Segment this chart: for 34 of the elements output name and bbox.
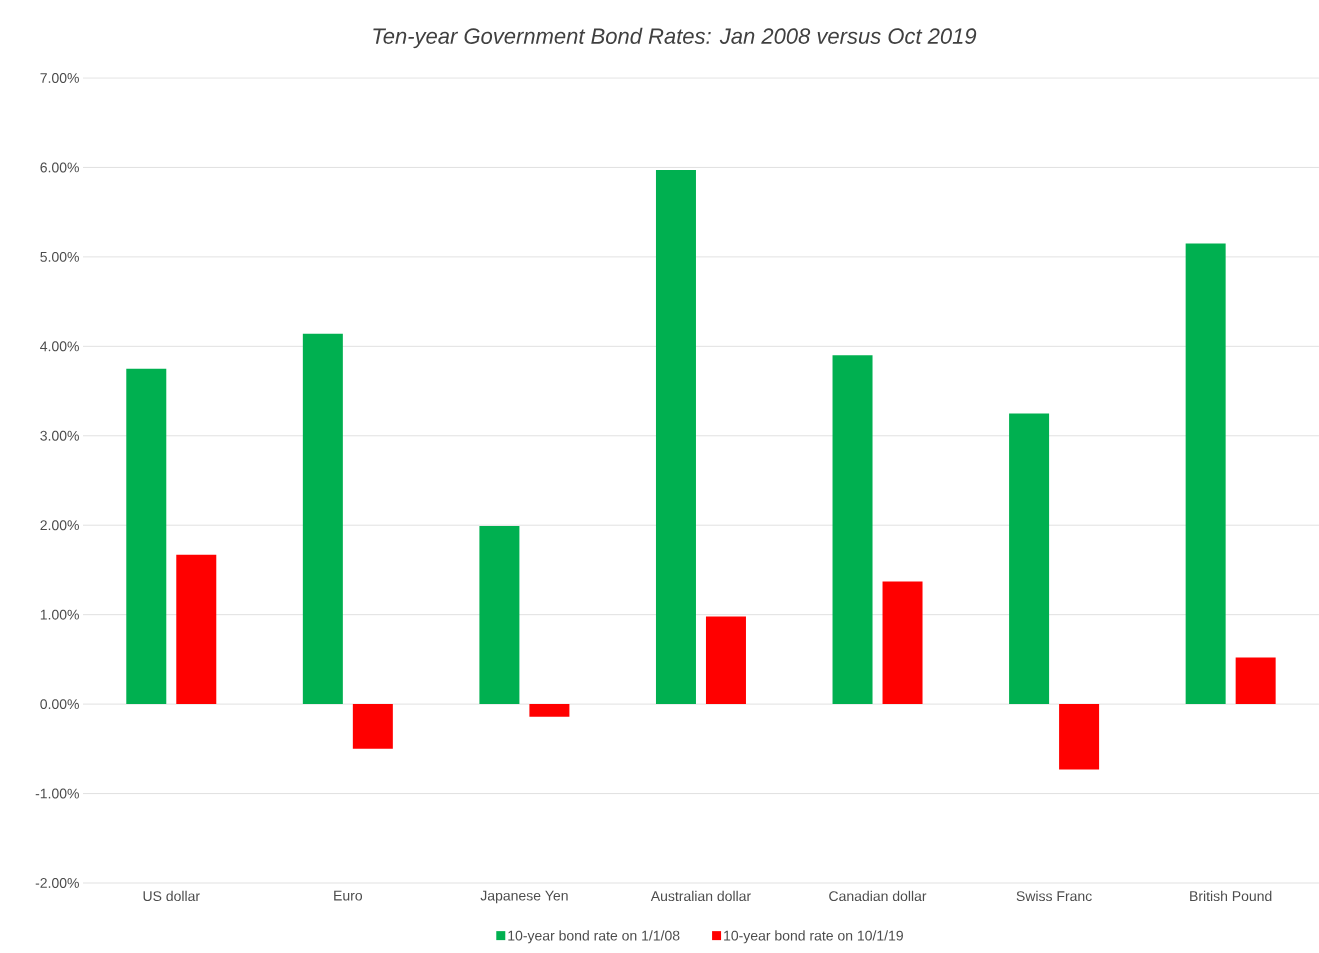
bar (352, 704, 393, 749)
y-tick-label: 6.00% (40, 162, 79, 173)
legend-label: 10-year bond rate on 10/1/19 (724, 930, 903, 944)
bar (705, 616, 746, 705)
y-tick-label: 5.00% (40, 251, 79, 262)
x-tick-label: Australian dollar (650, 890, 751, 902)
y-tick-label: 4.00% (40, 341, 79, 352)
y-tick-label: -2.00% (35, 878, 79, 888)
x-tick-label: Japanese Yen (480, 890, 568, 904)
legend-label: 10-year bond rate on 1/1/08 (508, 930, 680, 944)
bar (176, 554, 217, 705)
bar (529, 704, 570, 717)
bar (655, 170, 696, 705)
y-tick-label: -1.00% (35, 788, 79, 799)
bar (302, 333, 343, 705)
y-tick-label: 0.00% (40, 699, 79, 710)
bar (1009, 413, 1050, 705)
chart-title: Ten-year Government Bond Rates: Jan 2008 versus Oct 2019 (373, 27, 977, 49)
x-tick-label: US dollar (143, 890, 200, 902)
x-tick-label: Euro (334, 890, 363, 901)
bar (882, 581, 923, 705)
x-tick-label: British Pound (1190, 890, 1272, 902)
bar (479, 526, 520, 705)
y-tick-label: 3.00% (40, 430, 79, 441)
y-tick-label: 7.00% (40, 73, 79, 83)
bar (126, 368, 167, 705)
y-tick-label: 2.00% (40, 520, 79, 531)
x-tick-label: Swiss Franc (1016, 890, 1092, 902)
y-tick-label: 1.00% (40, 609, 79, 620)
bar (832, 355, 873, 705)
bar (1059, 704, 1100, 770)
x-tick-label: Canadian dollar (829, 890, 927, 902)
bar (1235, 657, 1276, 705)
bar (1185, 243, 1226, 705)
